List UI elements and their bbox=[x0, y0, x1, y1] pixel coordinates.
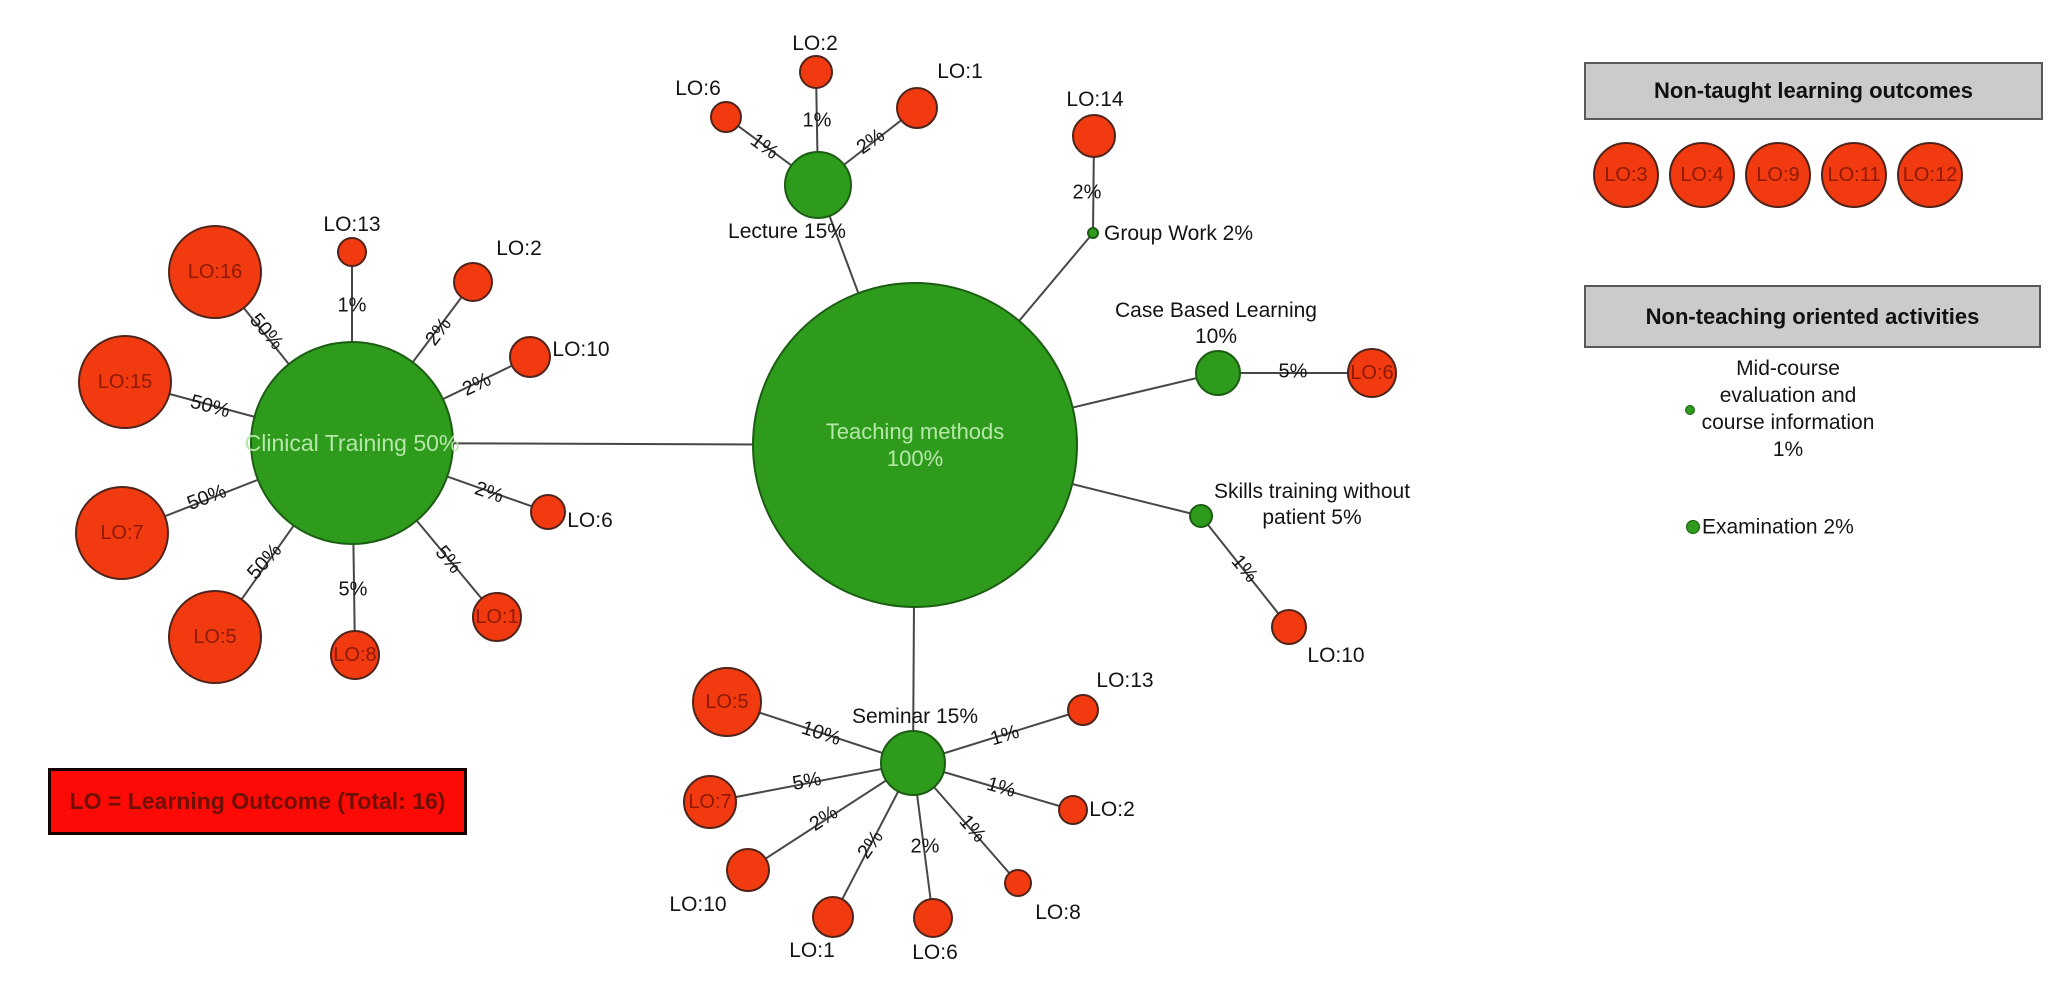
edge-pct-lecture-15-lo-2: 1% bbox=[802, 109, 832, 132]
legend-lo-chip-label: LO:11 bbox=[1827, 163, 1881, 186]
legend-non-taught-header: Non-taught learning outcomes bbox=[1584, 62, 2043, 120]
examination-dot bbox=[1686, 520, 1700, 534]
lo-node-seminar-15-lo-8-label: LO:8 bbox=[1035, 901, 1081, 924]
lo-node-lecture-15-lo-6 bbox=[710, 101, 742, 133]
method-node-clinical-training-50: Clinical Training 50% bbox=[245, 341, 459, 545]
lo-node-seminar-15-lo-5: LO:5 bbox=[692, 667, 762, 737]
legend-lo-chip-label: LO:4 bbox=[1680, 163, 1724, 186]
lo-node-seminar-15-lo-6 bbox=[913, 898, 953, 938]
lo-node-lecture-15-lo-2-label: LO:2 bbox=[792, 32, 838, 55]
lo-node-seminar-15-lo-10-label: LO:10 bbox=[669, 893, 727, 916]
lo-node-case-based-learning-lo-6: LO:6 bbox=[1347, 348, 1397, 398]
lo-node-seminar-15-lo-10 bbox=[726, 848, 770, 892]
lo-node-clinical-training-50-lo-6 bbox=[530, 494, 566, 530]
teaching-methods-node-label: Teaching methods 100% bbox=[825, 419, 1005, 471]
lo-node-clinical-training-50-lo-13 bbox=[337, 237, 367, 267]
lo-node-seminar-15-lo-8 bbox=[1004, 869, 1032, 897]
examination-label: Examination 2% bbox=[1702, 515, 1854, 539]
lo-node-lecture-15-lo-1 bbox=[896, 87, 938, 129]
legend-lo-chip-lo-9: LO:9 bbox=[1745, 142, 1811, 208]
note-text: LO = Learning Outcome (Total: 16) bbox=[69, 788, 446, 814]
lo-node-clinical-training-50-lo-15-label: LO:15 bbox=[97, 371, 153, 393]
method-label-group-work-2: Group Work 2% bbox=[1104, 222, 1253, 245]
lo-node-group-work-2-lo-14-label: LO:14 bbox=[1066, 88, 1124, 111]
lo-node-clinical-training-50-lo-16-label: LO:16 bbox=[187, 261, 243, 283]
lo-node-seminar-15-lo-6-label: LO:6 bbox=[912, 941, 958, 964]
lo-node-seminar-15-lo-13-label: LO:13 bbox=[1096, 669, 1154, 692]
lo-node-seminar-15-lo-5-label: LO:5 bbox=[705, 691, 749, 713]
mid-course-label: Mid-course evaluation and course informa… bbox=[1701, 357, 1875, 461]
lo-node-clinical-training-50-lo-2 bbox=[453, 262, 493, 302]
legend-lo-chip-label: LO:3 bbox=[1604, 163, 1648, 186]
edge-pct-seminar-15-lo-6: 2% bbox=[910, 835, 940, 858]
lo-node-seminar-15-lo-2-label: LO:2 bbox=[1089, 798, 1135, 821]
lo-node-group-work-2-lo-14 bbox=[1072, 114, 1116, 158]
lo-node-clinical-training-50-lo-6-label: LO:6 bbox=[567, 509, 613, 532]
method-node-skills-training-without bbox=[1189, 504, 1213, 528]
legend-non-teaching-header: Non-teaching oriented activities bbox=[1584, 285, 2041, 348]
lo-node-lecture-15-lo-2 bbox=[799, 55, 833, 89]
edge-pct-group-work-2-lo-14: 2% bbox=[1072, 181, 1102, 204]
method-label-case-based-learning: Case Based Learning 10% bbox=[1115, 299, 1317, 348]
lo-node-clinical-training-50-lo-8: LO:8 bbox=[330, 630, 380, 680]
lo-node-clinical-training-50-lo-10-label: LO:10 bbox=[552, 338, 610, 361]
legend-lo-chip-lo-11: LO:11 bbox=[1821, 142, 1887, 208]
edge-pct-clinical-training-50-lo-8: 5% bbox=[338, 578, 368, 601]
lo-node-seminar-15-lo-1 bbox=[812, 896, 854, 938]
lo-node-skills-training-without-lo-10 bbox=[1271, 609, 1307, 645]
lo-node-seminar-15-lo-7-label: LO:7 bbox=[688, 791, 732, 813]
lo-node-lecture-15-lo-6-label: LO:6 bbox=[675, 77, 721, 100]
legend-non-teaching-title: Non-teaching oriented activities bbox=[1645, 303, 1980, 329]
lo-node-clinical-training-50-lo-1: LO:1 bbox=[472, 592, 522, 642]
lo-node-seminar-15-lo-13 bbox=[1067, 694, 1099, 726]
method-node-clinical-training-50-label: Clinical Training 50% bbox=[244, 429, 460, 456]
lo-node-clinical-training-50-lo-15: LO:15 bbox=[78, 335, 172, 429]
lo-node-seminar-15-lo-1-label: LO:1 bbox=[789, 939, 835, 962]
edge-pct-case-based-learning-lo-6: 5% bbox=[1278, 360, 1308, 383]
edge-line bbox=[709, 762, 914, 803]
lo-node-seminar-15-lo-2 bbox=[1058, 795, 1088, 825]
lo-node-clinical-training-50-lo-16: LO:16 bbox=[168, 225, 262, 319]
lo-node-clinical-training-50-lo-7-label: LO:7 bbox=[100, 522, 144, 544]
lo-node-clinical-training-50-lo-13-label: LO:13 bbox=[323, 213, 381, 236]
note-box: LO = Learning Outcome (Total: 16) bbox=[48, 768, 467, 835]
edge-pct-clinical-training-50-lo-13: 1% bbox=[337, 294, 367, 317]
edge-line bbox=[1200, 515, 1290, 628]
lo-node-skills-training-without-lo-10-label: LO:10 bbox=[1307, 644, 1365, 667]
legend-lo-chip-lo-12: LO:12 bbox=[1897, 142, 1963, 208]
lo-node-clinical-training-50-lo-7: LO:7 bbox=[75, 486, 169, 580]
method-label-skills-training-without: Skills training without patient 5% bbox=[1213, 480, 1411, 529]
lo-node-case-based-learning-lo-6-label: LO:6 bbox=[1350, 362, 1394, 384]
lo-node-clinical-training-50-lo-5-label: LO:5 bbox=[193, 626, 237, 648]
lo-node-clinical-training-50-lo-10 bbox=[509, 336, 551, 378]
lo-node-clinical-training-50-lo-8-label: LO:8 bbox=[333, 644, 377, 666]
lo-node-clinical-training-50-lo-2-label: LO:2 bbox=[496, 237, 542, 260]
legend-lo-chip-label: LO:9 bbox=[1756, 163, 1800, 186]
legend-lo-chip-label: LO:12 bbox=[1902, 163, 1958, 186]
method-label-lecture-15: Lecture 15% bbox=[728, 220, 846, 243]
method-node-lecture-15 bbox=[784, 151, 852, 219]
teaching-methods-node: Teaching methods 100% bbox=[752, 282, 1078, 608]
method-node-case-based-learning bbox=[1195, 350, 1241, 396]
method-label-seminar-15: Seminar 15% bbox=[851, 705, 979, 728]
method-node-seminar-15 bbox=[880, 730, 946, 796]
non-taught-chips-row: LO:3 LO:4 LO:9 LO:11 LO:12 bbox=[1593, 142, 1963, 208]
legend-lo-chip-lo-4: LO:4 bbox=[1669, 142, 1735, 208]
lo-node-lecture-15-lo-1-label: LO:1 bbox=[937, 60, 983, 83]
lo-node-clinical-training-50-lo-1-label: LO:1 bbox=[475, 606, 519, 628]
legend-lo-chip-lo-3: LO:3 bbox=[1593, 142, 1659, 208]
lo-node-clinical-training-50-lo-5: LO:5 bbox=[168, 590, 262, 684]
legend-non-taught-title: Non-taught learning outcomes bbox=[1654, 78, 1973, 103]
mid-course-dot bbox=[1685, 405, 1695, 415]
lo-node-seminar-15-lo-7: LO:7 bbox=[683, 775, 737, 829]
method-node-group-work-2 bbox=[1087, 227, 1099, 239]
